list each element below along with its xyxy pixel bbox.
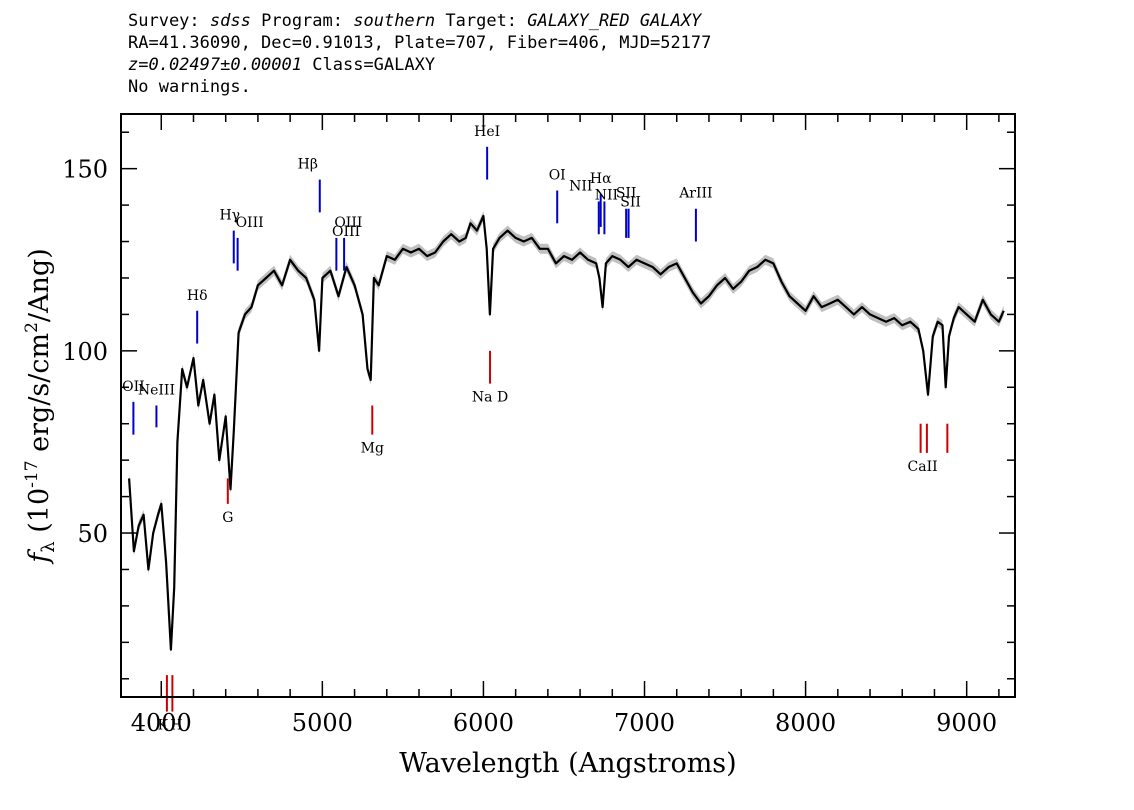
- spectrum-header: Survey: sdss Program: southern Target: G…: [128, 10, 711, 98]
- emission-line-label: SII: [616, 186, 637, 202]
- axes: 4000 5000 6000 7000 8000 9000 50 100 150: [62, 114, 1015, 737]
- absorption-line-label: K: [158, 718, 169, 734]
- x-tick-label: 9000: [936, 709, 997, 737]
- emission-line-label: OI: [549, 168, 566, 184]
- emission-line-label: OIII: [334, 215, 362, 231]
- plot-frame: [120, 113, 1016, 698]
- survey-value: sdss: [209, 11, 251, 31]
- absorption-line-label: CaII: [908, 459, 938, 475]
- flux-error-band: [129, 211, 1004, 655]
- target-value: GALAXY_RED GALAXY: [527, 11, 702, 31]
- y-tick-label: 100: [62, 338, 108, 366]
- x-tick-label: 5000: [292, 709, 353, 737]
- y-tick-label: 150: [62, 156, 108, 184]
- line-annotations: OIINeIIIHδHγOIIIHβOIIIOIIIHeIOINIIHαNIIS…: [122, 124, 949, 734]
- survey-label: Survey:: [128, 11, 200, 31]
- target-label: Target:: [445, 11, 518, 31]
- emission-line-label: NII: [569, 178, 592, 194]
- program-value: southern: [353, 11, 436, 31]
- x-tick-label: 8000: [775, 709, 836, 737]
- header-line-1: Survey: sdss Program: southern Target: G…: [128, 10, 711, 32]
- x-tick-label: 6000: [453, 709, 514, 737]
- emission-line-label: OII: [122, 379, 145, 395]
- header-line-2: RA=41.36090, Dec=0.91013, Plate=707, Fib…: [128, 33, 712, 53]
- flux-line: [128, 214, 1005, 651]
- emission-line-label: Hβ: [298, 157, 318, 173]
- absorption-line-label: G: [222, 510, 233, 526]
- emission-line-label: OIII: [332, 224, 360, 240]
- x-axis-label: Wavelength (Angstroms): [399, 748, 736, 779]
- error-band-layer: [129, 211, 1004, 655]
- emission-line-label: Hα: [590, 171, 612, 187]
- emission-line-label: SII: [620, 195, 641, 211]
- emission-line-label: Hγ: [219, 208, 240, 224]
- absorption-line-label: H: [170, 718, 182, 734]
- y-tick-label: 50: [77, 520, 108, 548]
- program-label: Program:: [261, 11, 343, 31]
- absorption-line-label: Na D: [472, 390, 508, 406]
- emission-line-label: HeI: [474, 124, 500, 140]
- flux-layer: [128, 214, 1005, 651]
- absorption-line-label: Mg: [361, 441, 384, 457]
- x-tick-label: 7000: [614, 709, 675, 737]
- redshift-value: z=0.02497±0.00001: [128, 55, 302, 75]
- emission-line-label: ArIII: [678, 186, 712, 202]
- class-value: Class=GALAXY: [312, 55, 436, 75]
- emission-line-label: OIII: [236, 215, 264, 231]
- emission-line-label: NeIII: [138, 383, 175, 399]
- header-line-3: z=0.02497±0.00001 Class=GALAXY: [128, 54, 711, 76]
- y-axis-label: fλ (10-17 erg/s/cm2/Ang): [22, 248, 59, 564]
- header-line-4: No warnings.: [128, 77, 251, 97]
- emission-line-label: NII: [595, 187, 618, 203]
- x-tick-label: 4000: [131, 709, 192, 737]
- emission-line-label: Hδ: [187, 288, 208, 304]
